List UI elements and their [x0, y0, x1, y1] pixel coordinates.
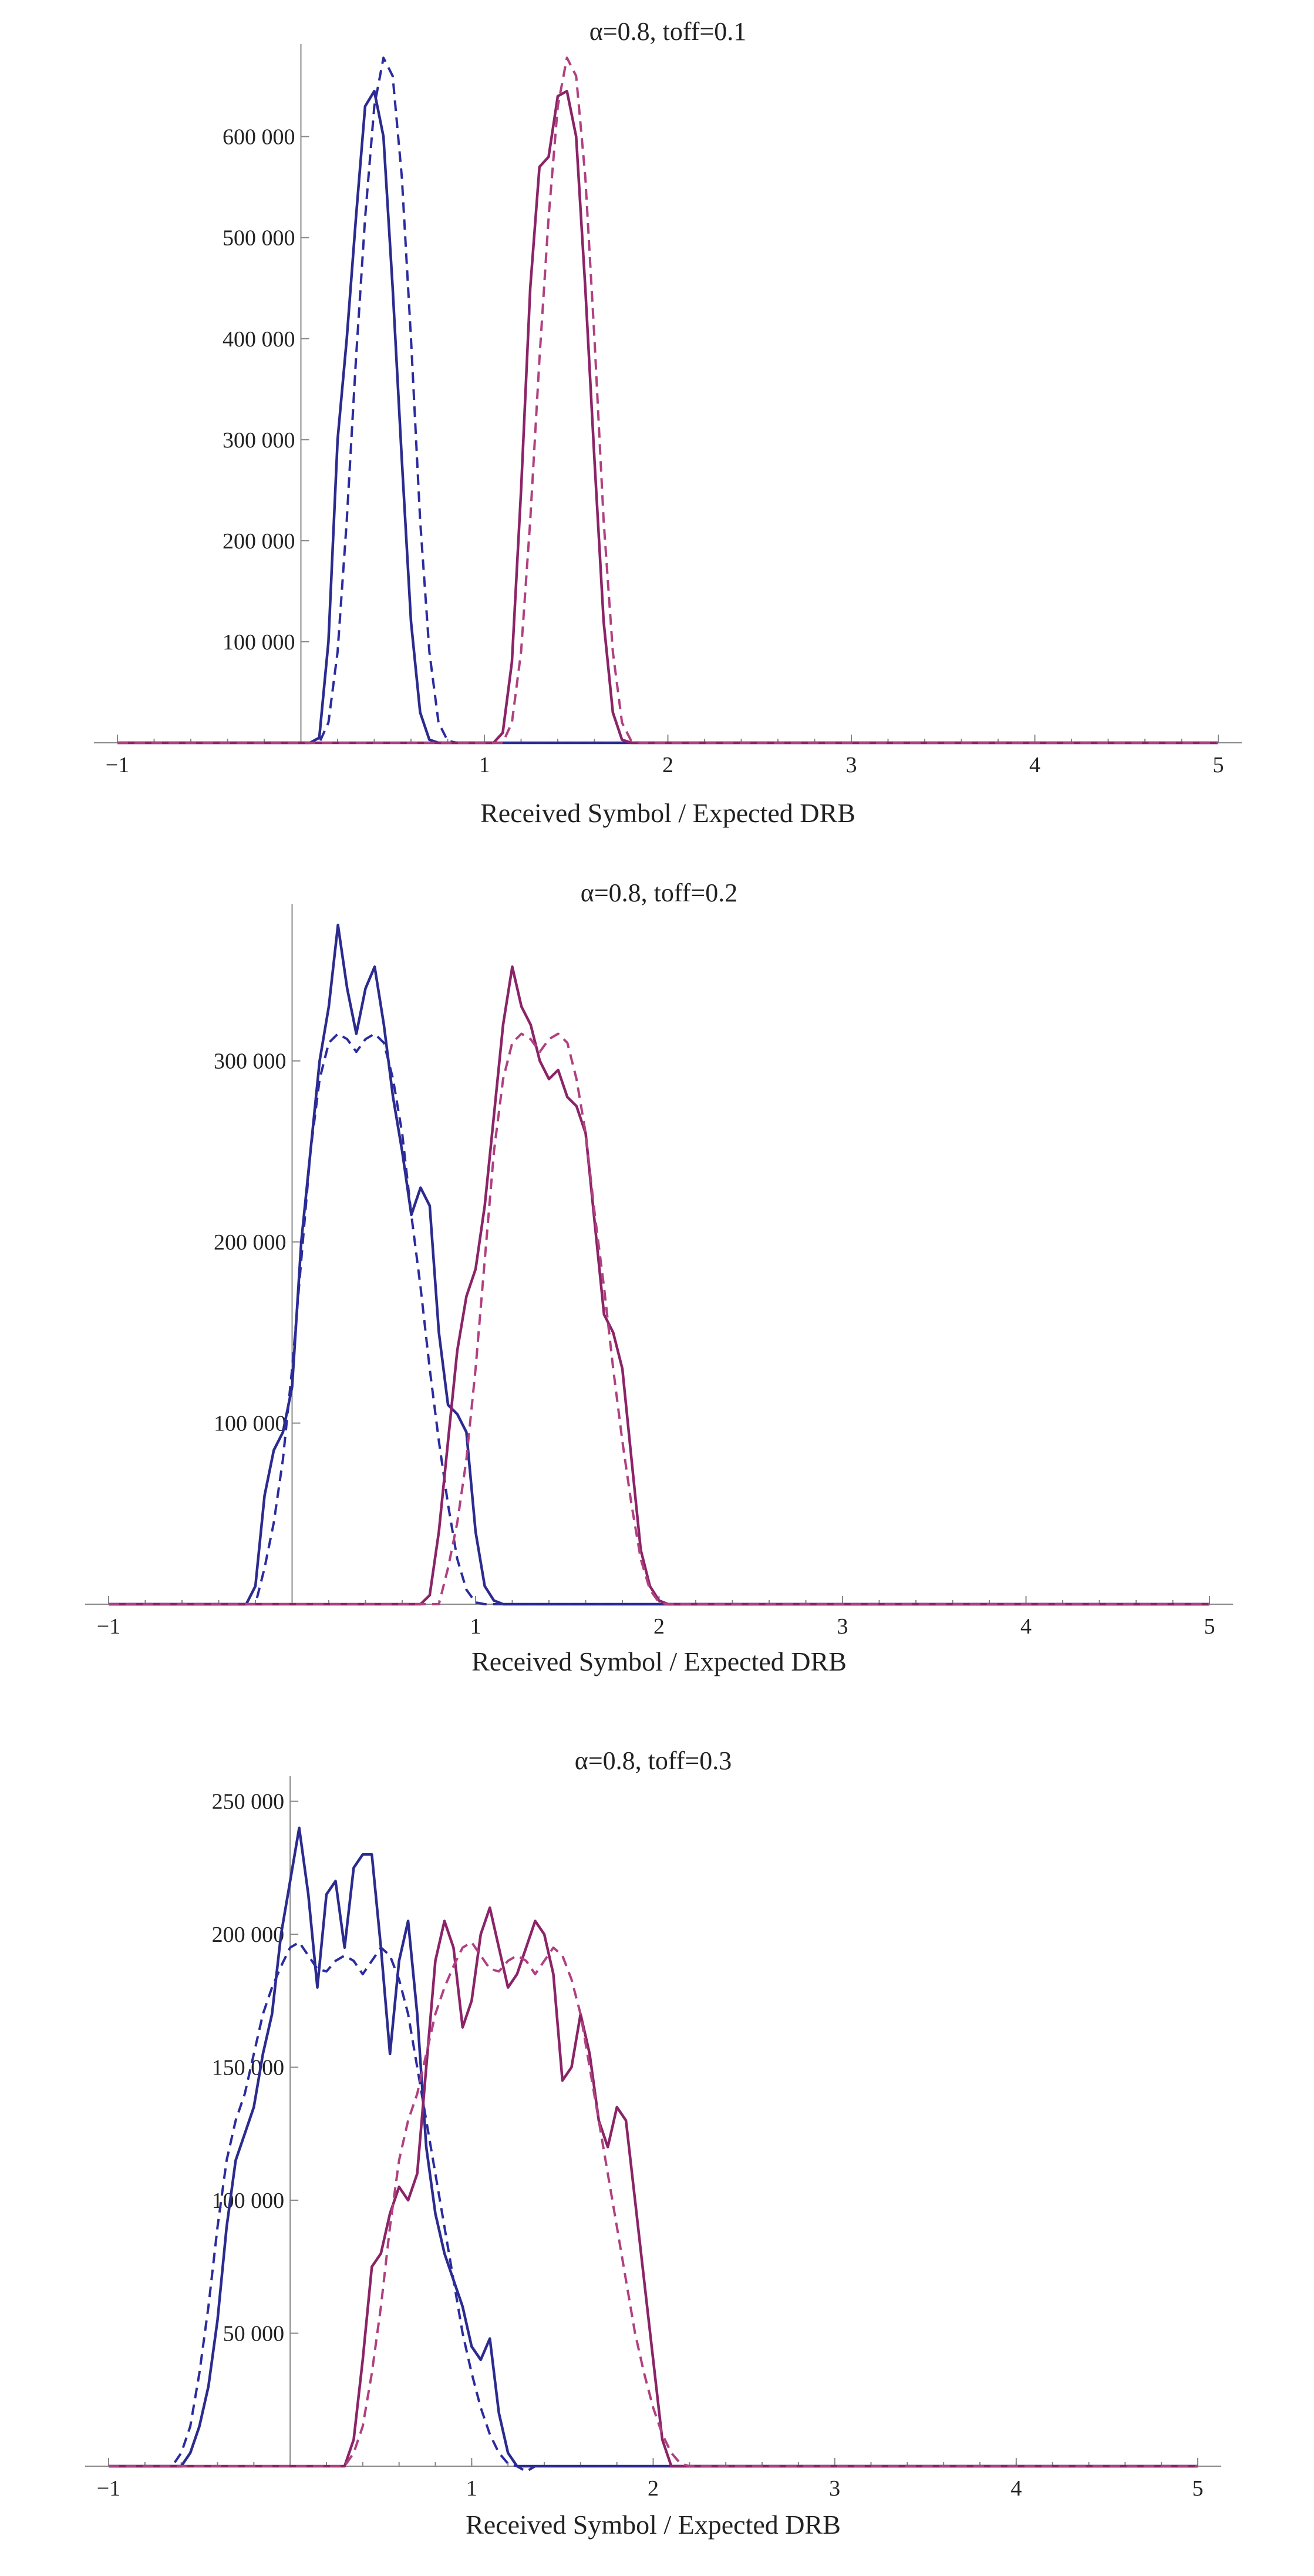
- x-tick-label: 5: [1204, 1614, 1215, 1639]
- x-tick-label: 4: [1029, 753, 1040, 777]
- x-axis-label: Received Symbol / Expected DRB: [480, 798, 855, 828]
- y-tick-label: 600 000: [223, 125, 295, 150]
- series-line-2: [109, 1941, 1198, 2473]
- x-tick-label: 4: [1020, 1614, 1032, 1639]
- series-line-3: [109, 965, 1209, 1606]
- x-tick-label: 1: [466, 2476, 477, 2501]
- x-tick-label: 1: [470, 1614, 481, 1639]
- chart-title: α=0.8, toff=0.2: [581, 878, 737, 907]
- series-line-4: [117, 56, 1218, 744]
- chart-title: α=0.8, toff=0.1: [589, 17, 746, 46]
- series-line-2: [109, 1032, 1209, 1605]
- series-line-4: [109, 1032, 1209, 1605]
- chart-panel-2: α=0.8, toff=0.2 −1 1 2 3 4 5 100 000 200 000 300 …: [85, 878, 1233, 1676]
- x-tick-label: 5: [1192, 2476, 1204, 2501]
- y-tick-label: 400 000: [223, 327, 295, 352]
- series-line-3: [109, 1906, 1198, 2468]
- series-line-1: [109, 1826, 1198, 2468]
- x-tick-label: 3: [829, 2476, 840, 2501]
- x-tick-label: −1: [106, 753, 129, 777]
- y-tick-label: 200 000: [212, 1922, 285, 1947]
- x-tick-label: 3: [837, 1614, 848, 1639]
- chart-panel-1: α=0.8, toff=0.1 −1 1 2 3 4 5 100 000 200 000 300 …: [94, 17, 1242, 828]
- y-tick-label: 50 000: [223, 2322, 285, 2346]
- y-tick-label: 200 000: [223, 529, 295, 554]
- series-line-1: [109, 924, 1209, 1606]
- x-tick-label: 5: [1213, 753, 1224, 777]
- chart-title: α=0.8, toff=0.3: [575, 1746, 732, 1775]
- x-axis-label: Received Symbol / Expected DRB: [466, 2510, 841, 2540]
- y-tick-label: 100 000: [212, 2188, 285, 2213]
- x-tick-label: 2: [653, 1614, 665, 1639]
- y-tick-label: 100 000: [223, 630, 295, 655]
- x-tick-label: 3: [846, 753, 857, 777]
- x-axis-label: Received Symbol / Expected DRB: [471, 1646, 847, 1676]
- x-tick-label: 4: [1010, 2476, 1022, 2501]
- x-tick-label: 2: [662, 753, 673, 777]
- series-line-3: [117, 89, 1218, 745]
- x-tick-label: 2: [648, 2476, 659, 2501]
- y-tick-label: 300 000: [214, 1049, 287, 1074]
- y-tick-label: 250 000: [212, 1790, 285, 1814]
- x-tick-label: −1: [97, 1614, 120, 1639]
- x-tick-label: −1: [97, 2476, 120, 2501]
- series-line-4: [109, 1941, 1198, 2467]
- y-tick-label: 500 000: [223, 226, 295, 251]
- x-tick-label: 1: [479, 753, 490, 777]
- y-tick-label: 200 000: [214, 1230, 287, 1255]
- y-tick-label: 100 000: [214, 1412, 287, 1436]
- y-tick-label: 300 000: [223, 428, 295, 453]
